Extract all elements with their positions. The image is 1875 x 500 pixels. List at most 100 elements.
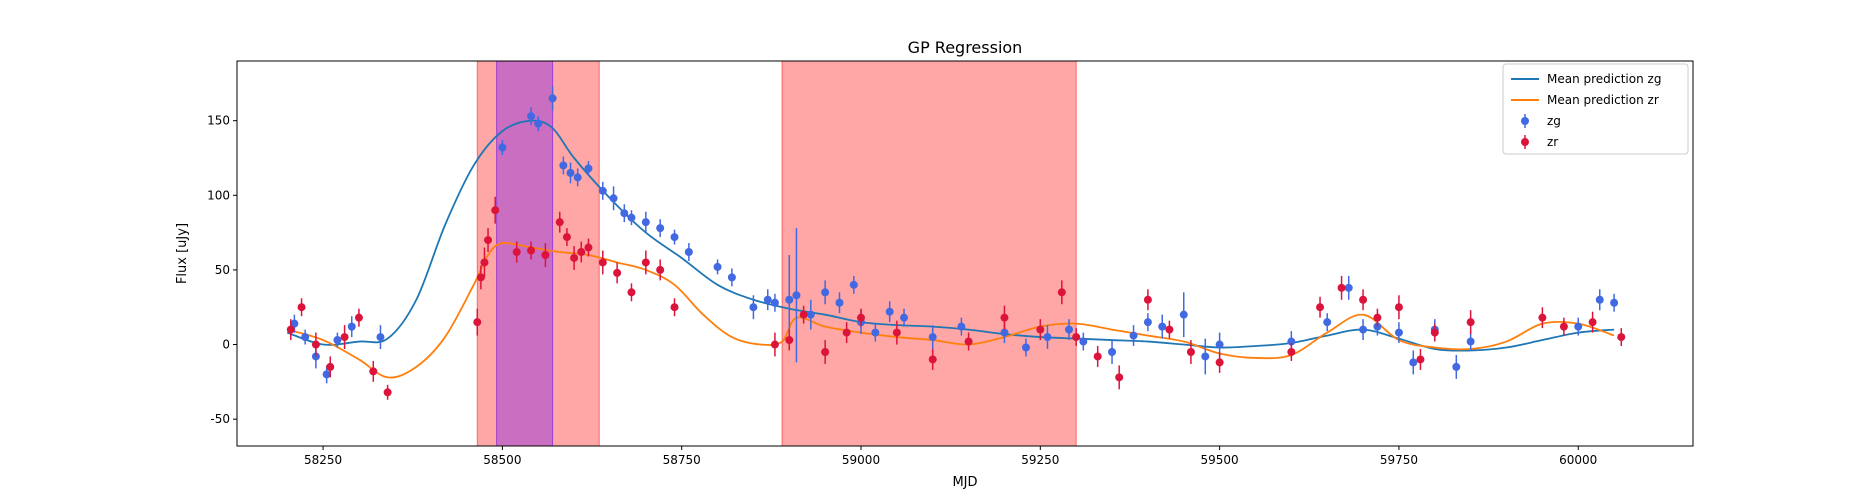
observation-points — [286, 86, 1626, 400]
zg-point — [763, 295, 772, 304]
zg-point — [1409, 358, 1418, 367]
zg-point — [627, 213, 636, 222]
zg-point — [885, 307, 894, 316]
zg-point — [1079, 337, 1088, 346]
zr-point — [627, 288, 636, 297]
zr-point — [480, 258, 489, 267]
zg-point — [620, 209, 629, 218]
x-axis-label: MJD — [952, 475, 977, 490]
zg-point — [792, 291, 801, 300]
zr-point — [1072, 333, 1081, 342]
zg-point — [670, 233, 679, 242]
plot-frame — [236, 60, 1694, 447]
zg-point — [1574, 322, 1583, 331]
zr-point — [473, 318, 482, 327]
zg-point — [584, 164, 593, 173]
zg-point — [1323, 318, 1332, 327]
zr-point — [383, 388, 392, 397]
y-tick-label: 150 — [207, 114, 230, 128]
x-tick-label: 59750 — [1380, 453, 1418, 467]
zr-point — [656, 265, 665, 274]
zg-point — [727, 273, 736, 282]
zr-point — [1617, 333, 1626, 342]
zr-point — [1215, 358, 1224, 367]
zr-point — [857, 313, 865, 322]
zr-point — [842, 328, 851, 337]
zr-point — [670, 303, 679, 312]
zg-point — [301, 333, 310, 342]
zg-point — [559, 161, 568, 170]
zg-point — [1452, 362, 1461, 371]
zr-point — [1373, 313, 1382, 322]
zr-point — [641, 258, 650, 267]
zg-point — [684, 248, 693, 257]
zr-point — [1538, 313, 1547, 322]
zr-point — [555, 218, 564, 227]
y-axis-label: Flux [uJy] — [175, 223, 190, 284]
legend: Mean prediction zg Mean prediction zr zg zr — [1502, 63, 1689, 155]
zg-point — [928, 333, 937, 342]
zg-point — [641, 218, 650, 227]
zr-point — [340, 333, 349, 342]
shaded-region-2 — [781, 60, 1077, 447]
zg-point — [1215, 340, 1224, 349]
zr-point — [785, 336, 794, 345]
legend-label: Mean prediction zr — [1547, 93, 1659, 107]
zr-point — [1588, 318, 1597, 327]
x-tick-label: 58500 — [483, 453, 521, 467]
zg-point — [656, 224, 665, 233]
x-axis-ticks: 58250 58500 58750 59000 59250 59500 59750 60000 — [304, 446, 1597, 467]
x-tick-label: 59000 — [842, 453, 880, 467]
chart-title: GP Regression — [908, 38, 1023, 57]
zr-point — [799, 310, 808, 319]
zr-point — [928, 355, 937, 364]
x-tick-label: 58250 — [304, 453, 342, 467]
zr-point — [1143, 295, 1152, 304]
zg-point — [1394, 328, 1403, 337]
zg-point — [290, 319, 299, 328]
zg-point — [1610, 298, 1619, 307]
zg-point — [821, 288, 830, 297]
zg-point — [573, 173, 582, 182]
zg-point — [1021, 343, 1030, 352]
zr-point — [770, 340, 779, 349]
zg-point — [1179, 310, 1188, 319]
zg-point — [1595, 295, 1604, 304]
zr-point — [1115, 373, 1124, 382]
zr-point — [584, 243, 593, 252]
zg-point — [1043, 333, 1052, 342]
zg-point — [713, 262, 722, 271]
zr-point — [613, 268, 622, 277]
zr-point — [476, 273, 485, 282]
zg-point — [1344, 283, 1353, 292]
zg-point — [498, 143, 507, 152]
zr-point — [484, 236, 493, 245]
zg-point — [534, 119, 543, 128]
zr-point — [598, 258, 607, 267]
y-axis-ticks: -50 0 50 100 150 — [207, 114, 237, 426]
y-tick-label: -50 — [210, 412, 230, 426]
zr-point — [964, 337, 973, 346]
zr-point — [821, 347, 830, 356]
zr-point — [570, 253, 579, 262]
zr-point — [369, 367, 378, 376]
zg-point — [835, 298, 844, 307]
zg-point — [376, 333, 385, 342]
zr-point — [1093, 352, 1102, 361]
zr-point — [286, 325, 295, 334]
zg-point — [770, 298, 779, 307]
zg-point — [806, 310, 815, 319]
zr-point — [512, 248, 521, 257]
zg-point — [548, 94, 557, 103]
x-tick-label: 58750 — [663, 453, 701, 467]
zr-point — [1057, 288, 1066, 297]
x-tick-label: 60000 — [1559, 453, 1597, 467]
zg-point — [566, 168, 575, 177]
zr-point — [1466, 318, 1475, 327]
zg-point — [1158, 322, 1167, 331]
zr-point — [527, 246, 536, 255]
zg-point — [527, 112, 536, 121]
legend-label: zg — [1547, 114, 1561, 128]
zr-point — [297, 303, 306, 312]
zr-point — [1394, 303, 1403, 312]
